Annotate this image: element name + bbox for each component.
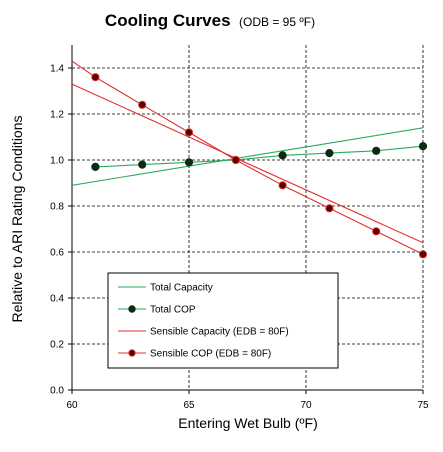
y-tick-label: 1.0 [50,156,64,167]
series-3-point [418,250,428,259]
x-tick-label: 75 [417,400,429,411]
series-3-point [138,100,147,109]
series-1-point [278,151,287,160]
y-tick-label: 0.0 [50,386,64,397]
series-1-point [91,162,100,171]
series-1-point [325,149,334,158]
series-3-point [184,128,194,137]
series-3-point [372,227,381,236]
axes [68,45,424,394]
legend-marker-1 [128,305,136,313]
y-tick-label: 0.6 [50,248,64,259]
series-3-point [91,73,100,82]
y-tick-label: 1.4 [50,64,64,75]
series-3-point [325,204,334,213]
series-line-0 [71,127,424,186]
chart-title: Cooling Curves [105,11,231,30]
y-tick-label: 0.8 [50,202,64,213]
tick-labels: 0.0 0.2 0.4 0.6 0.8 1.0 1.2 1.4 60 65 70 75 [50,64,429,412]
series-1-point [372,146,381,155]
legend-label-1: Total COP [150,305,196,316]
series-1-point [418,142,428,151]
series-3-point [278,181,287,190]
x-axis-label: Entering Wet Bulb (ºF) [178,415,317,431]
series-line-1 [95,145,424,168]
legend-box [107,272,339,369]
legend-label-0: Total Capacity [150,283,213,294]
chart-subtitle: (ODB = 95 ºF) [239,15,315,29]
chart-title-group: Cooling Curves (ODB = 95 ºF) [105,11,315,30]
y-axis-label: Relative to ARI Rating Conditions [9,116,25,323]
y-tick-label: 1.2 [50,110,64,121]
series-markers [91,73,428,259]
series-line-2 [71,83,424,244]
series-1-point [138,160,147,169]
x-tick-label: 65 [183,400,195,411]
x-tick-label: 70 [300,400,312,411]
legend-label-2: Sensible Capacity (EDB = 80F) [150,327,289,338]
legend-marker-3 [128,349,136,357]
legend-label-3: Sensible COP (EDB = 80F) [150,349,271,360]
y-tick-label: 0.4 [50,294,64,305]
legend: Total Capacity Total COP Sensible Capacity… [107,272,339,369]
y-tick-label: 0.2 [50,340,64,351]
series-1-point [184,158,194,167]
x-tick-label: 60 [66,400,78,411]
series-3-point [231,155,240,165]
